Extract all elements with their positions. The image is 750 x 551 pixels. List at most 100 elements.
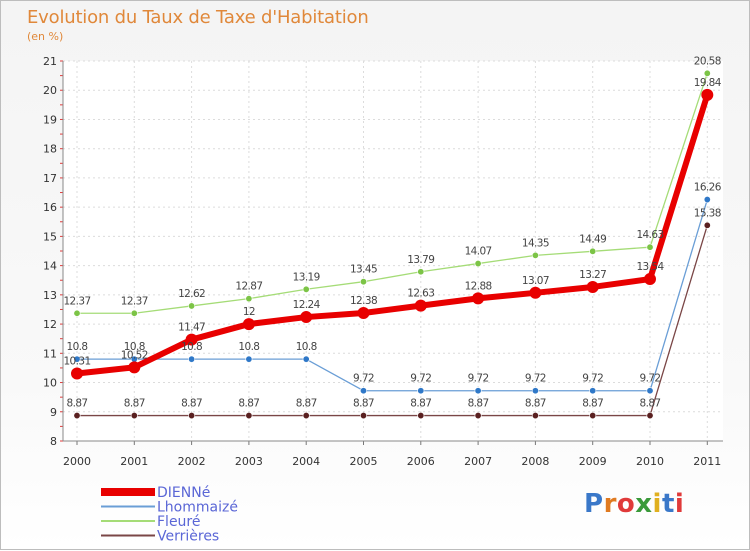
- series-point-2: [531, 251, 539, 259]
- series-point-0: [185, 333, 198, 346]
- series-point-3: [359, 412, 367, 420]
- data-label-1: 16.26: [694, 182, 722, 194]
- data-label-2: 20.58: [694, 55, 721, 67]
- data-label-0: 11.47: [178, 322, 205, 334]
- series-point-1: [703, 196, 711, 204]
- data-label-1: 9.72: [582, 373, 603, 385]
- series-point-2: [417, 268, 425, 276]
- series-line-2: [77, 73, 708, 314]
- y-tick-label: 21: [43, 55, 57, 68]
- series-point-1: [188, 355, 196, 363]
- x-tick-label: 2002: [178, 455, 206, 468]
- data-label-0: 12: [243, 306, 255, 318]
- series-point-1: [646, 387, 654, 395]
- data-label-2: 12.62: [178, 288, 205, 300]
- series-point-2: [703, 69, 711, 77]
- data-label-1: 10.8: [296, 341, 317, 353]
- series-point-0: [242, 318, 255, 331]
- series-point-2: [474, 260, 482, 268]
- data-label-1: 9.72: [410, 373, 431, 385]
- y-tick-label: 8: [50, 435, 57, 448]
- data-label-2: 12.87: [235, 281, 262, 293]
- data-label-1: 9.72: [468, 373, 489, 385]
- series-point-2: [188, 302, 196, 310]
- series-point-3: [73, 412, 81, 420]
- series-point-1: [73, 355, 81, 363]
- y-tick-label: 9: [50, 406, 57, 419]
- series-point-0: [71, 367, 83, 380]
- series-point-2: [245, 295, 253, 303]
- series-point-3: [245, 412, 253, 420]
- series-line-1: [77, 199, 708, 392]
- x-tick-label: 2006: [407, 455, 435, 468]
- logo-letter: o: [616, 489, 636, 519]
- data-label-3: 8.87: [353, 398, 374, 410]
- data-label-0: 12.38: [350, 295, 377, 307]
- legend-label-3: Verrières: [157, 529, 219, 545]
- series-point-3: [302, 412, 310, 420]
- series-point-1: [589, 387, 597, 395]
- series-point-2: [646, 243, 654, 251]
- series-point-2: [302, 285, 310, 293]
- logo-letter: i: [652, 489, 662, 519]
- x-tick-label: 2010: [636, 455, 664, 468]
- series-point-1: [302, 355, 310, 363]
- data-label-3: 8.87: [67, 398, 88, 410]
- series-point-1: [531, 387, 539, 395]
- proxiti-logo: Proxiti: [584, 489, 684, 519]
- series-point-0: [586, 280, 599, 293]
- data-label-1: 9.72: [525, 373, 546, 385]
- series-point-0: [644, 273, 656, 286]
- data-label-0: 19.84: [694, 77, 722, 89]
- series-point-1: [359, 387, 367, 395]
- data-label-2: 13.45: [350, 264, 377, 276]
- data-label-0: 12.88: [465, 280, 492, 292]
- logo-letter: x: [635, 489, 653, 519]
- chart-subtitle: (en %): [27, 30, 64, 43]
- logo-letter: r: [603, 489, 617, 519]
- data-label-2: 12.37: [63, 295, 90, 307]
- series-point-3: [130, 412, 138, 420]
- series-point-0: [701, 88, 714, 101]
- data-label-0: 12.24: [293, 299, 321, 311]
- y-tick-label: 12: [43, 318, 57, 331]
- series-point-3: [474, 412, 482, 420]
- series-point-3: [417, 412, 425, 420]
- y-tick-label: 19: [43, 113, 57, 126]
- data-label-3: 8.87: [410, 398, 431, 410]
- data-label-0: 10.52: [121, 349, 148, 361]
- data-label-3: 8.87: [582, 398, 603, 410]
- series-point-2: [130, 309, 138, 317]
- series-point-2: [73, 309, 81, 317]
- data-label-2: 14.07: [465, 246, 492, 258]
- series-point-0: [472, 292, 485, 305]
- y-tick-label: 10: [43, 377, 57, 390]
- y-tick-label: 16: [43, 201, 57, 214]
- x-tick-label: 2005: [350, 455, 378, 468]
- series-point-2: [589, 247, 597, 255]
- data-label-1: 10.8: [238, 341, 259, 353]
- data-label-3: 8.87: [181, 398, 202, 410]
- data-label-3: 8.87: [525, 398, 546, 410]
- data-label-0: 13.27: [579, 269, 606, 281]
- series-point-3: [188, 412, 196, 420]
- series-point-2: [359, 278, 367, 286]
- logo-letter: t: [661, 489, 675, 519]
- logo-letter: P: [584, 489, 604, 519]
- data-label-3: 8.87: [296, 398, 317, 410]
- chart-title: Evolution du Taux de Taxe d'Habitation: [27, 7, 369, 28]
- series-point-0: [128, 361, 141, 374]
- data-label-1: 9.72: [640, 373, 661, 385]
- data-label-0: 13.07: [522, 275, 549, 287]
- data-label-3: 15.38: [694, 207, 721, 219]
- series-point-1: [245, 355, 253, 363]
- data-label-2: 14.63: [636, 229, 663, 241]
- data-label-1: 10.8: [67, 341, 88, 353]
- series-line-0: [76, 94, 711, 377]
- x-tick-label: 2004: [292, 455, 320, 468]
- y-tick-label: 11: [43, 347, 57, 360]
- series-point-1: [474, 387, 482, 395]
- series-point-0: [414, 299, 427, 312]
